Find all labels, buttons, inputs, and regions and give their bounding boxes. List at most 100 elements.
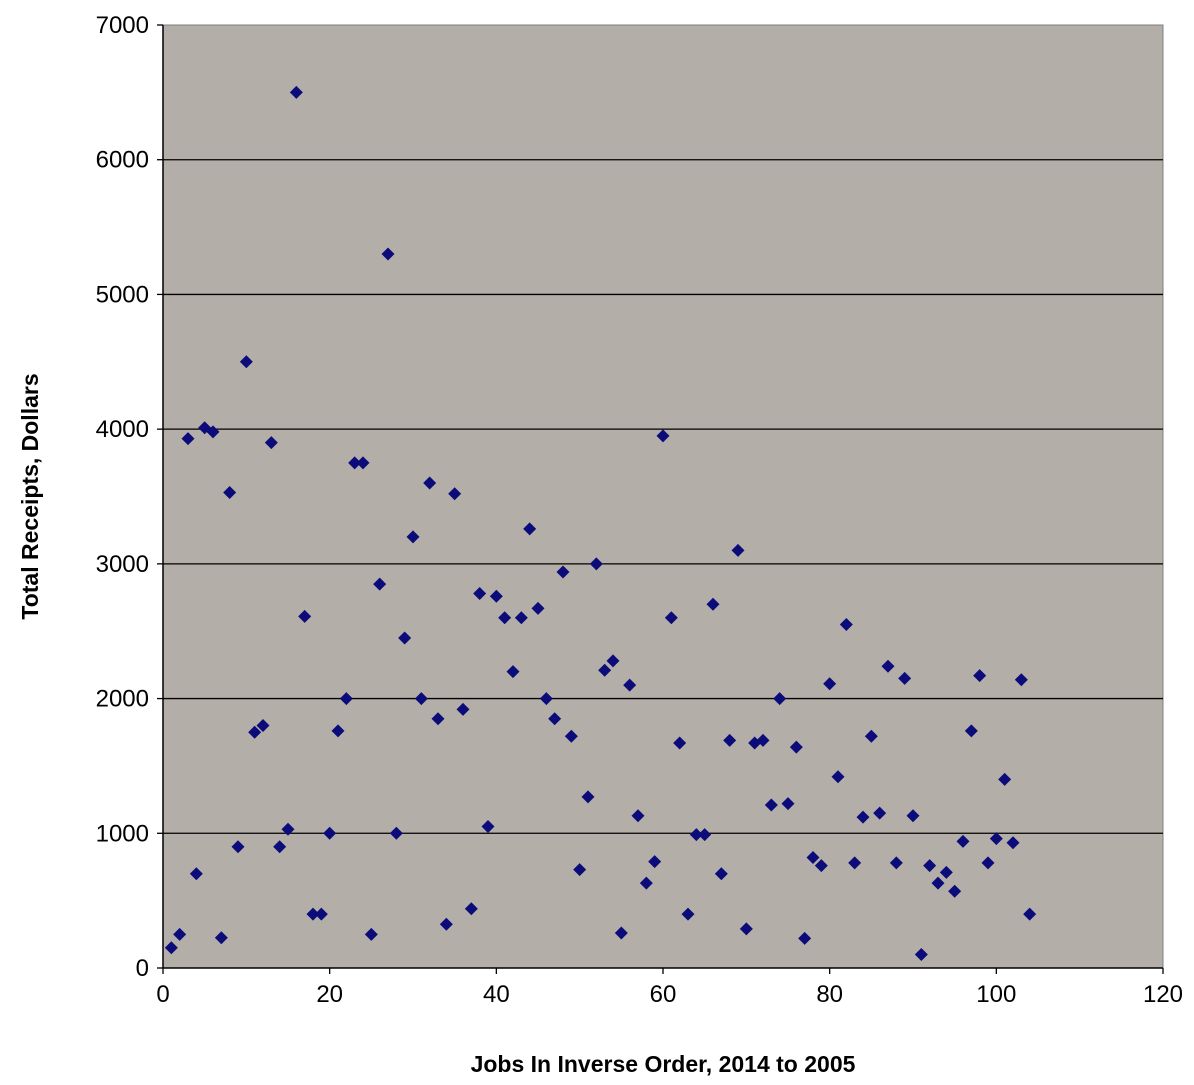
- data-point: [964, 724, 978, 738]
- data-point: [306, 907, 320, 921]
- data-point: [348, 456, 362, 470]
- x-tick-label: 60: [650, 981, 677, 1008]
- y-tick-label: 2000: [96, 686, 149, 713]
- data-point: [798, 931, 812, 945]
- data-point: [806, 851, 820, 865]
- data-point: [614, 926, 628, 940]
- data-point: [406, 530, 420, 544]
- data-point: [248, 725, 262, 739]
- x-tick-label: 0: [156, 981, 169, 1008]
- data-point: [273, 840, 287, 854]
- y-tick-label: 3000: [96, 551, 149, 578]
- data-point: [189, 867, 203, 881]
- y-tick-label: 6000: [96, 147, 149, 174]
- data-point: [731, 543, 745, 557]
- data-point: [314, 907, 328, 921]
- y-axis-ticks: 0 1000 2000 3000 4000 5000 6000 7000: [96, 12, 163, 982]
- data-point: [264, 436, 278, 450]
- data-point: [539, 692, 553, 706]
- y-tick-label: 0: [136, 955, 149, 982]
- x-tick-label: 120: [1143, 981, 1183, 1008]
- data-point: [814, 859, 828, 873]
- data-point: [981, 856, 995, 870]
- data-point: [873, 806, 887, 820]
- data-point: [256, 719, 270, 733]
- x-tick-label: 40: [483, 981, 510, 1008]
- data-point: [573, 863, 587, 877]
- data-point: [681, 907, 695, 921]
- data-point: [889, 856, 903, 870]
- data-point: [548, 712, 562, 726]
- data-point: [298, 609, 312, 623]
- data-point: [606, 654, 620, 668]
- data-point: [239, 355, 253, 369]
- data-point: [356, 456, 370, 470]
- data-point: [414, 692, 428, 706]
- data-point: [764, 798, 778, 812]
- data-point: [739, 922, 753, 936]
- data-point: [864, 729, 878, 743]
- data-point: [289, 85, 303, 99]
- data-points: [164, 85, 1037, 962]
- data-point: [589, 557, 603, 571]
- data-point: [389, 826, 403, 840]
- data-point: [1014, 673, 1028, 687]
- data-point: [789, 740, 803, 754]
- data-point: [931, 876, 945, 890]
- data-point: [439, 917, 453, 931]
- y-axis-title: Total Receipts, Dollars: [17, 373, 43, 619]
- data-point: [431, 712, 445, 726]
- y-tick-label: 7000: [96, 12, 149, 39]
- data-point: [831, 770, 845, 784]
- data-point: [331, 724, 345, 738]
- data-point: [848, 856, 862, 870]
- data-point: [781, 797, 795, 811]
- data-point: [364, 927, 378, 941]
- x-axis-title: Jobs In Inverse Order, 2014 to 2005: [471, 1051, 856, 1077]
- data-point: [281, 822, 295, 836]
- data-point: [206, 425, 220, 439]
- data-point: [489, 589, 503, 603]
- data-point: [473, 586, 487, 600]
- data-point: [448, 487, 462, 501]
- x-axis-ticks: 0 20 40 60 80 100 120: [156, 968, 1183, 1008]
- x-tick-label: 80: [816, 981, 843, 1008]
- data-point: [423, 476, 437, 490]
- data-point: [456, 702, 470, 716]
- y-tick-label: 1000: [96, 820, 149, 847]
- data-point: [639, 876, 653, 890]
- data-point: [648, 855, 662, 869]
- x-tick-label: 100: [976, 981, 1016, 1008]
- data-point: [598, 663, 612, 677]
- data-point: [398, 631, 412, 645]
- data-point: [498, 611, 512, 625]
- data-point: [1023, 907, 1037, 921]
- data-point: [564, 729, 578, 743]
- data-point: [973, 669, 987, 683]
- data-point: [556, 565, 570, 579]
- data-point: [631, 809, 645, 823]
- data-point: [856, 810, 870, 824]
- plot-area: [162, 24, 1164, 969]
- data-point: [939, 865, 953, 879]
- data-point: [689, 828, 703, 842]
- data-point: [998, 772, 1012, 786]
- data-point: [214, 931, 228, 945]
- data-point: [906, 809, 920, 823]
- x-tick-label: 20: [316, 981, 343, 1008]
- data-point: [373, 577, 387, 591]
- data-point: [656, 429, 670, 443]
- data-point: [756, 733, 770, 747]
- data-point: [223, 485, 237, 499]
- data-point: [623, 678, 637, 692]
- data-point: [514, 611, 528, 625]
- data-point: [464, 902, 478, 916]
- data-point: [989, 832, 1003, 846]
- data-point: [839, 617, 853, 631]
- y-tick-label: 5000: [96, 281, 149, 308]
- data-point: [881, 659, 895, 673]
- data-point: [506, 665, 520, 679]
- data-point: [531, 601, 545, 615]
- data-point: [714, 867, 728, 881]
